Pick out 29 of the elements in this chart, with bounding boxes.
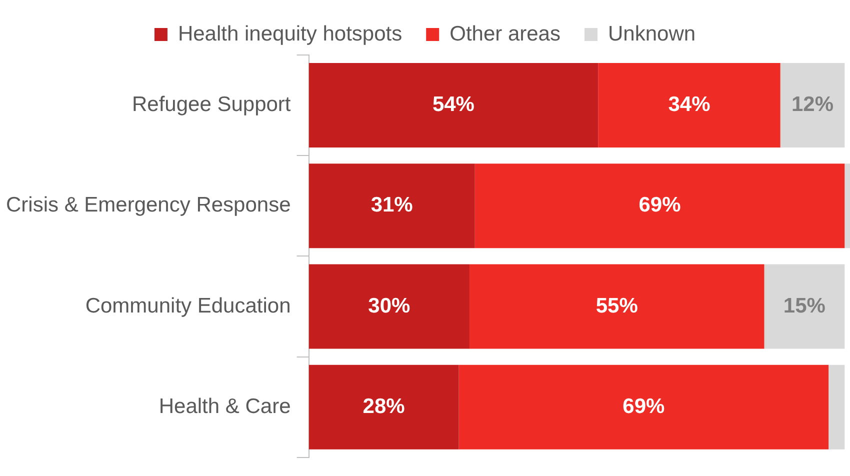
data-label: 55%: [596, 294, 638, 318]
data-label: 31%: [370, 194, 414, 217]
data-label: 34%: [668, 93, 711, 116]
bar: [828, 364, 845, 450]
bar: [308, 63, 598, 148]
data-label: 69%: [638, 194, 682, 217]
data-label: 30%: [368, 294, 410, 318]
bar: [308, 164, 475, 248]
bar: [470, 264, 764, 349]
bar: [764, 264, 845, 349]
bar: [844, 164, 850, 248]
bar: [598, 63, 780, 148]
legend-label: Health inequity hotspots: [178, 22, 402, 46]
legend-label: Unknown: [608, 22, 696, 46]
y-tick-label: Refugee Support: [132, 93, 291, 116]
data-label: 69%: [622, 394, 666, 418]
data-label: 54%: [432, 93, 475, 116]
bar: [474, 164, 845, 248]
data-label: 12%: [791, 93, 834, 116]
legend-label: Other areas: [450, 22, 560, 46]
bar: [780, 63, 845, 148]
data-label: 15%: [783, 294, 826, 318]
bar: [458, 364, 829, 450]
y-tick-label: Community Education: [85, 294, 291, 318]
y-tick-label: Health & Care: [158, 394, 291, 418]
bar: [308, 264, 470, 349]
data-label: 28%: [362, 394, 406, 418]
bar: [308, 364, 459, 450]
y-tick-label: Crisis & Emergency Response: [6, 194, 291, 217]
